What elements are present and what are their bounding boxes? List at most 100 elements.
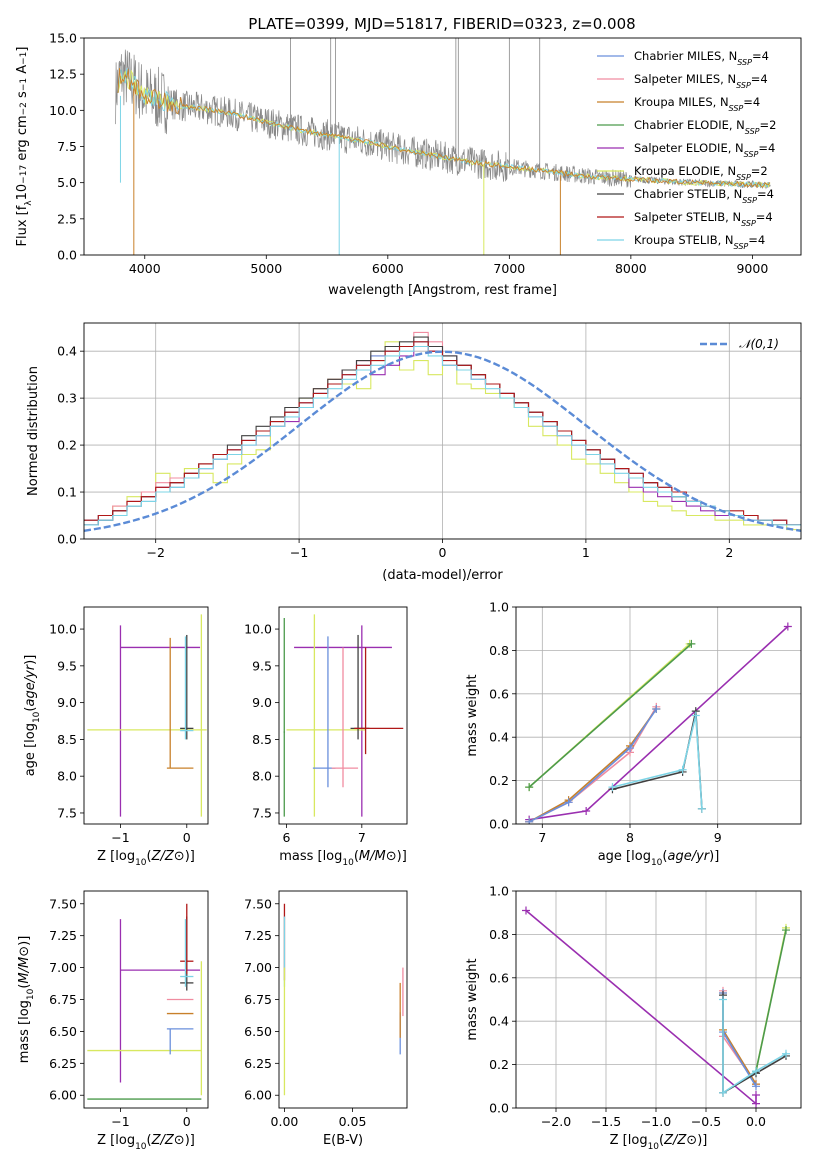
plot-area (84, 323, 801, 539)
y-tick-label: 0.2 (489, 773, 509, 788)
x-axis-label: E(B-V) (323, 1133, 363, 1148)
panel-age-vs-mass: 6 7 7.5 8.0 8.5 9.0 9.5 10.0 mass [log10(M/M⊙)] (244, 606, 408, 868)
x-tick-label: −0.5 (691, 1114, 721, 1129)
y-tick-label: 0.4 (489, 730, 509, 745)
model-spectrum (117, 68, 771, 189)
legend-label: Salpeter MILES, NSSP=4 (634, 72, 768, 90)
x-tick-label: −2 (146, 545, 164, 560)
y-tick-label: 9.0 (57, 695, 77, 710)
weight-marker (608, 783, 617, 792)
y-tick-label: 0.0 (489, 817, 509, 832)
x-tick-label: 0.05 (339, 1114, 367, 1129)
panel-age-vs-Z: −1 0 7.5 8.0 8.5 9.0 9.5 10.0 Z [log10(Z/Z⊙)] age… (23, 606, 209, 868)
y-tick-label: 15.0 (49, 31, 77, 46)
y-tick-label: 0.2 (57, 438, 77, 453)
x-tick-label: −2.0 (541, 1114, 571, 1129)
plot-area (516, 607, 801, 824)
y-tick-label: 8.0 (252, 769, 272, 784)
y-tick-label: 8.5 (57, 732, 77, 747)
y-tick-label: 7.50 (49, 896, 77, 911)
y-axis-label: age [log10(age/yr)] (23, 655, 42, 777)
weight-line (529, 625, 789, 821)
weight-marker (691, 711, 700, 720)
x-axis-label: age [log10(age/yr)] (598, 849, 720, 868)
weight-marker (719, 1088, 727, 1097)
y-tick-label: 0.4 (489, 1014, 509, 1029)
y-tick-label: 7.50 (244, 896, 272, 911)
legend-label: Salpeter STELIB, NSSP=4 (634, 210, 773, 228)
legend-label: Chabrier MILES, NSSP=4 (634, 49, 769, 67)
histogram-kroupa-stelib (84, 345, 801, 526)
panel-residuals: −2 −1 0 1 2 0.0 0.1 0.2 0.3 0.4 (data-model)/error… (26, 322, 802, 583)
y-tick-label: 0.2 (489, 1057, 509, 1072)
x-tick-label: 0.0 (746, 1114, 766, 1129)
weight-line (612, 715, 703, 809)
legend-label: Salpeter ELODIE, NSSP=4 (634, 141, 775, 159)
x-axis-label: Z [log10(Z/Z⊙)] (610, 1133, 708, 1152)
plot-area (87, 614, 207, 817)
weight-marker (752, 1067, 760, 1076)
panel-spectrum: 4000 5000 6000 7000 8000 9000 0.0 2.5 5.0 7.5 10.0… (15, 31, 802, 298)
x-tick-label: 7 (538, 830, 546, 845)
legend: Chabrier MILES, NSSP=4 Salpeter MILES, NS… (597, 49, 776, 251)
y-tick-label: 8.5 (252, 732, 272, 747)
x-tick-label: −1 (111, 1114, 129, 1129)
axes-frame (515, 890, 802, 1109)
figure-title: PLATE=0399, MJD=51817, FIBERID=0323, z=0… (248, 15, 635, 33)
weight-marker (697, 804, 706, 813)
weight-line (755, 929, 787, 1072)
panel-mass-vs-EBV: 0.00 0.05 6.00 6.25 6.50 6.75 7.00 7.25 7.50 E(B-… (244, 890, 408, 1148)
y-tick-label: 7.00 (49, 960, 77, 975)
weight-marker (678, 765, 687, 774)
y-tick-label: 9.5 (252, 658, 272, 673)
y-tick-label: 0.3 (57, 391, 77, 406)
legend-label: Kroupa MILES, NSSP=4 (634, 95, 760, 113)
x-tick-label: 9000 (736, 261, 768, 276)
y-tick-label: 5.0 (57, 175, 77, 190)
weight-marker (564, 798, 573, 807)
y-tick-label: 0.0 (57, 248, 77, 263)
y-axis-label: mass weight (465, 674, 480, 756)
weight-line (528, 708, 657, 823)
x-axis-label: mass [log10(M/M⊙)] (279, 849, 407, 868)
x-axis-label: Z [log10(Z/Z⊙)] (97, 849, 195, 868)
plot-area (283, 614, 404, 817)
x-tick-label: 5000 (250, 261, 282, 276)
axes-frame (83, 37, 802, 256)
y-tick-label: 1.0 (489, 884, 509, 899)
x-tick-label: 9 (714, 830, 722, 845)
legend-label: Kroupa STELIB, NSSP=4 (634, 233, 765, 251)
y-tick-label: 9.5 (57, 658, 77, 673)
legend-label: Kroupa ELODIE, NSSP=2 (634, 164, 768, 182)
y-tick-label: 10.0 (244, 622, 272, 637)
axes-frame (83, 606, 209, 825)
x-tick-label: 6 (283, 830, 291, 845)
weight-marker (752, 1099, 760, 1108)
weight-line (612, 711, 703, 809)
y-tick-label: 0.0 (489, 1101, 509, 1116)
panel-weight-vs-Z: −2.0 −1.5 −1.0 −0.5 0.0 0.0 0.2 0.4 0.6 0.8 1.0 Z [… (465, 884, 802, 1152)
x-tick-label: 0 (183, 830, 191, 845)
x-tick-label: 4000 (129, 261, 161, 276)
legend-label: Chabrier ELODIE, NSSP=2 (634, 118, 776, 136)
weight-marker (752, 1082, 760, 1091)
y-tick-label: 0.8 (489, 643, 509, 658)
y-tick-label: 6.00 (49, 1088, 77, 1103)
y-tick-label: 0.6 (489, 970, 509, 985)
weight-marker (525, 783, 534, 792)
y-tick-label: 12.5 (49, 67, 77, 82)
x-axis-label: (data-model)/error (382, 568, 503, 583)
weight-marker (719, 995, 727, 1004)
y-tick-label: 2.5 (57, 211, 77, 226)
y-tick-label: 6.75 (49, 992, 77, 1007)
y-tick-label: 0.4 (57, 344, 77, 359)
weight-marker (652, 704, 661, 713)
y-tick-label: 7.5 (57, 805, 77, 820)
y-tick-label: 6.25 (49, 1056, 77, 1071)
weight-marker (525, 817, 534, 824)
weight-line (722, 993, 757, 1085)
x-tick-label: 7000 (493, 261, 525, 276)
axes-frame (515, 606, 802, 825)
y-tick-label: 9.0 (252, 695, 272, 710)
